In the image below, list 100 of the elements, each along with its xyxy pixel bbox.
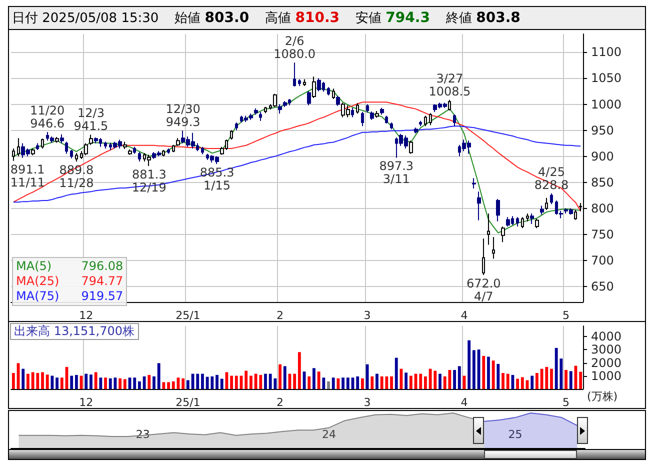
candlestick xyxy=(336,95,340,106)
bar xyxy=(390,376,393,389)
bar xyxy=(535,372,538,389)
candlestick xyxy=(356,102,359,114)
text: 終値 803.8 xyxy=(446,10,520,26)
x-tick-label: 2 xyxy=(276,396,284,409)
y-tick-label: 2000 xyxy=(591,356,622,370)
bar xyxy=(196,374,200,389)
annotation: 12/30 949.3 xyxy=(166,102,200,130)
candlestick xyxy=(530,213,534,224)
candlestick xyxy=(104,141,107,149)
candlestick xyxy=(55,136,59,144)
candlestick xyxy=(545,197,548,210)
candlestick xyxy=(361,112,364,127)
bar xyxy=(404,372,408,389)
bar xyxy=(50,376,54,389)
candlestick xyxy=(235,122,238,131)
y-tick-label: 1000 xyxy=(591,97,622,112)
candlestick xyxy=(496,198,500,222)
candlestick xyxy=(273,93,277,108)
x-tick-label: 24 xyxy=(322,428,336,441)
candlestick xyxy=(176,138,180,146)
y-tick-label: 700 xyxy=(591,253,614,268)
candlestick xyxy=(574,209,577,220)
candlestick xyxy=(448,99,451,111)
candlestick xyxy=(550,192,553,205)
x-tick-label: 3 xyxy=(364,309,371,322)
bar xyxy=(56,378,59,389)
candlestick xyxy=(162,150,165,157)
bar xyxy=(550,368,553,389)
bar xyxy=(26,374,30,389)
x-tick-label: 25/1 xyxy=(176,309,200,322)
bar xyxy=(162,382,166,389)
candlestick xyxy=(84,142,88,156)
candlestick xyxy=(317,78,321,92)
candlestick xyxy=(453,114,456,127)
text: 安値 794.3 xyxy=(356,10,430,26)
candlestick xyxy=(293,62,296,88)
text: 始値 803.0 xyxy=(174,10,250,26)
candlestick xyxy=(283,100,287,108)
candlestick xyxy=(424,115,427,127)
x-tick-label: 5 xyxy=(562,309,570,322)
bar xyxy=(564,370,568,389)
bar xyxy=(376,374,378,389)
candlestick xyxy=(167,148,170,154)
candlestick xyxy=(516,216,519,228)
x-tick-label: 2 xyxy=(276,309,284,322)
bar xyxy=(108,378,112,389)
candlestick xyxy=(89,134,93,146)
candlestick xyxy=(492,236,495,260)
candlestick xyxy=(298,78,301,87)
bar xyxy=(492,360,495,389)
bar xyxy=(157,363,160,389)
bar xyxy=(356,376,360,389)
candlestick xyxy=(385,115,388,124)
bar xyxy=(298,352,301,389)
bar xyxy=(438,374,442,389)
candlestick xyxy=(147,154,151,167)
annotation: 897.3 3/11 xyxy=(379,159,414,186)
candlestick xyxy=(332,88,335,100)
y-tick-label: 1050 xyxy=(591,71,622,86)
candlestick xyxy=(70,150,73,159)
y-tick-label: 1000 xyxy=(591,368,622,383)
candlestick xyxy=(128,149,132,156)
bar xyxy=(46,374,49,389)
y-tick-label: 950 xyxy=(591,123,614,138)
bar xyxy=(502,372,504,389)
candlestick xyxy=(312,76,316,99)
candlestick xyxy=(375,110,379,118)
bar xyxy=(419,374,422,389)
candlestick xyxy=(327,86,330,96)
bar xyxy=(342,378,345,389)
candlestick xyxy=(370,111,374,120)
bar xyxy=(312,368,316,389)
x-tick-label: 23 xyxy=(136,428,150,441)
candlestick xyxy=(172,144,175,153)
bar xyxy=(579,372,582,389)
line-series xyxy=(12,102,582,212)
bar xyxy=(336,378,340,389)
candlestick xyxy=(133,146,136,154)
bar xyxy=(123,379,126,389)
candlestick xyxy=(380,107,384,116)
candlestick xyxy=(540,205,544,216)
bar xyxy=(360,378,364,389)
bar xyxy=(220,378,224,389)
candlestick xyxy=(12,148,15,162)
candlestick xyxy=(201,146,204,155)
bar xyxy=(94,372,98,389)
bar xyxy=(234,376,238,389)
candlestick xyxy=(501,226,505,243)
candlestick xyxy=(17,138,20,157)
x-tick-label: 25/1 xyxy=(176,396,200,409)
bar xyxy=(283,366,286,389)
candlestick xyxy=(75,152,78,162)
bar xyxy=(12,372,15,389)
x-tick-label: 5 xyxy=(562,396,570,409)
candlestick xyxy=(264,106,267,114)
bar xyxy=(186,380,190,389)
bar xyxy=(60,378,64,389)
bar xyxy=(278,364,282,389)
